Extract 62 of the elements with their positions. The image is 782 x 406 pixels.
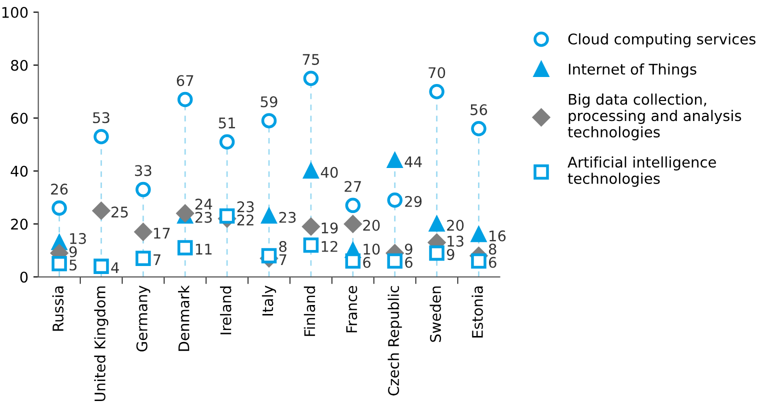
data-label: 33	[135, 165, 152, 176]
data-label: 67	[176, 75, 194, 86]
data-label: 5	[70, 260, 77, 271]
data-label: 9	[69, 246, 77, 258]
data-label: 10	[364, 244, 380, 255]
data-label: 26	[51, 184, 68, 195]
x-tick-label: Estonia	[472, 286, 483, 338]
x-tick-label: Ireland	[220, 286, 232, 334]
data-label: 20	[363, 220, 380, 231]
legend-label: Artificial intelligence technologies	[568, 156, 716, 187]
data-label: 25	[112, 206, 128, 218]
data-label: 24	[195, 198, 212, 210]
data-label: 11	[196, 244, 212, 254]
data-label: 23	[237, 201, 254, 212]
data-label: 9	[404, 244, 412, 255]
x-tick-label: Denmark	[178, 285, 190, 351]
y-tick-label: 100	[2, 6, 28, 18]
data-label: 6	[405, 256, 412, 268]
x-tick-label: Czech Republic	[388, 286, 402, 396]
data-label: 6	[488, 256, 496, 268]
data-label: 12	[322, 240, 338, 252]
x-tick-label: Sweden	[430, 286, 442, 342]
data-label: 75	[302, 54, 319, 65]
data-label: 17	[154, 228, 170, 239]
data-label: 19	[322, 222, 338, 234]
x-tick-label: Russia	[52, 286, 64, 331]
data-label: 29	[405, 196, 422, 208]
data-label: 4	[111, 262, 119, 273]
data-label: 9	[446, 248, 454, 260]
x-tick-label: United Kingdom	[94, 286, 108, 402]
x-tick-label: France	[346, 286, 358, 332]
data-label: 13	[70, 233, 86, 244]
legend-label: Big data collection, processing and analysis technologies	[568, 94, 742, 140]
data-label: 13	[448, 236, 464, 247]
data-label: 20	[447, 220, 464, 231]
data-label: 70	[428, 67, 446, 78]
data-label: 16	[490, 230, 506, 242]
data-label: 23	[195, 212, 212, 223]
x-tick-label: Italy	[262, 286, 276, 316]
data-label: 22	[237, 214, 254, 226]
x-tick-label: Germany	[136, 286, 150, 352]
data-label: 7	[154, 254, 160, 266]
data-label: 27	[344, 180, 361, 192]
data-label: 59	[260, 96, 278, 108]
y-tick-label: 20	[11, 218, 28, 230]
data-label: 56	[470, 104, 488, 116]
legend-label: Cloud computing services	[568, 33, 756, 48]
x-tick-label: Finland	[304, 286, 316, 336]
y-tick-label: 60	[11, 112, 28, 124]
data-label: 6	[363, 256, 370, 268]
y-tick-label: 80	[11, 60, 28, 71]
data-label: 7	[279, 254, 286, 266]
legend-label: Internet of Things	[568, 63, 696, 78]
data-label: 8	[279, 240, 287, 252]
data-label: 40	[320, 166, 338, 178]
data-label: 51	[218, 118, 235, 128]
y-tick-label: 40	[10, 166, 28, 177]
data-label: 23	[279, 212, 296, 223]
data-label: 44	[404, 156, 422, 168]
data-label: 8	[488, 244, 496, 255]
y-tick-label: 0	[20, 272, 28, 283]
data-label: 53	[93, 112, 110, 124]
